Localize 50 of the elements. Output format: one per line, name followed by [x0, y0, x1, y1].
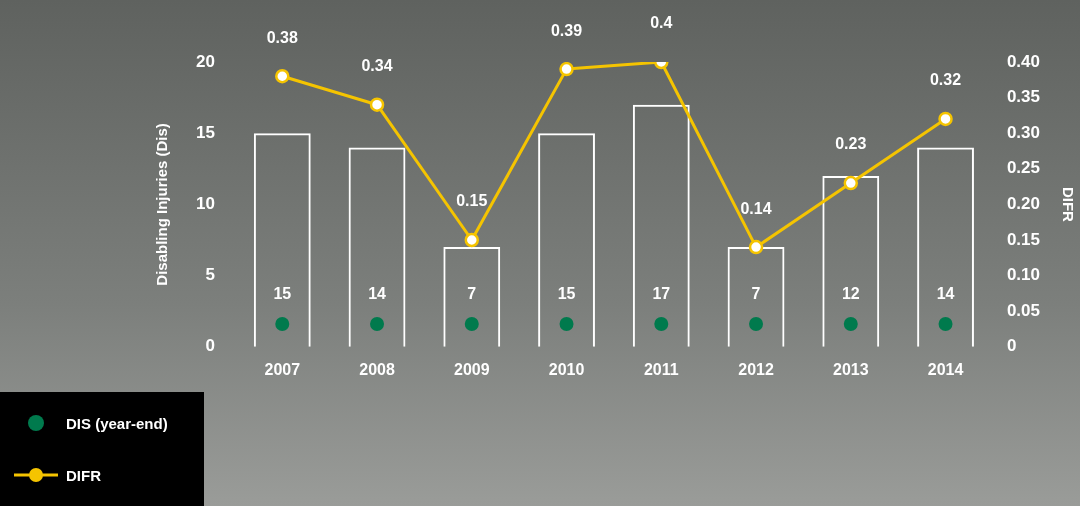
y2-tick-label: 0.25: [1006, 158, 1041, 178]
y2-tick-label: 0.40: [1006, 51, 1041, 71]
legend-label: DIFR: [66, 466, 101, 484]
point: [275, 68, 290, 84]
data-label: 12: [841, 285, 860, 303]
y-tick-label: 20: [195, 51, 215, 71]
data-label: 7: [467, 285, 477, 303]
data-label: 0.32: [929, 71, 962, 89]
point: [464, 232, 480, 248]
y2-tick-label: 0.05: [1006, 300, 1041, 320]
data-label: 0.38: [266, 28, 298, 46]
y2-tick-label: 0.20: [1006, 194, 1041, 214]
y2-tick-label: 0.10: [1006, 265, 1041, 285]
y-tick-label: 5: [205, 265, 215, 285]
x-tick-label: 2013: [832, 360, 869, 378]
data-label: 0.34: [361, 57, 393, 75]
x-tick-label: 2008: [359, 360, 395, 378]
data-label: 0.14: [740, 199, 772, 217]
y-tick-label: 15: [195, 122, 215, 142]
data-label: 14: [936, 285, 955, 303]
x-tick-label: 2009: [453, 360, 490, 378]
y2-tick-label: 0.15: [1006, 229, 1041, 249]
point: [938, 111, 953, 127]
bar: [253, 133, 311, 347]
data-label: 15: [273, 285, 292, 303]
point: [559, 62, 574, 77]
data-label: 0.23: [835, 135, 867, 153]
y2-axis-title: DIFR: [1059, 186, 1077, 223]
x-tick-label: 2014: [927, 360, 964, 378]
x-tick-label: 2012: [738, 360, 774, 378]
y2-tick-label: 0.30: [1006, 122, 1041, 142]
y2-tick-label: 0: [1006, 336, 1017, 356]
data-label: 15: [557, 285, 576, 303]
data-label: 0.39: [550, 21, 583, 39]
point: [748, 239, 764, 255]
y2-tick-label: 0.35: [1006, 87, 1041, 107]
data-label: 7: [751, 285, 761, 303]
y-axis-title: Disabling Injuries (Dis): [153, 123, 171, 286]
data-label: 14: [368, 285, 387, 303]
point: [843, 175, 859, 191]
y-tick-label: 10: [195, 194, 215, 214]
legend-label: DIS (year-end): [66, 414, 168, 432]
x-tick-label: 2010: [548, 360, 585, 378]
data-label: 0.15: [456, 192, 488, 210]
data-label: 17: [652, 285, 671, 303]
data-label: 0.4: [650, 14, 673, 32]
x-tick-label: 2007: [264, 360, 301, 378]
y-tick-label: 0: [205, 336, 215, 356]
x-tick-label: 2011: [643, 360, 679, 378]
point: [369, 97, 385, 112]
